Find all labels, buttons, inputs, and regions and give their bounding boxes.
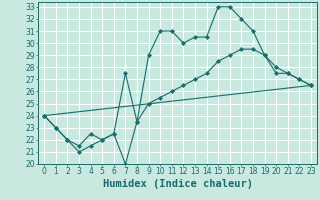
X-axis label: Humidex (Indice chaleur): Humidex (Indice chaleur) xyxy=(103,179,252,189)
